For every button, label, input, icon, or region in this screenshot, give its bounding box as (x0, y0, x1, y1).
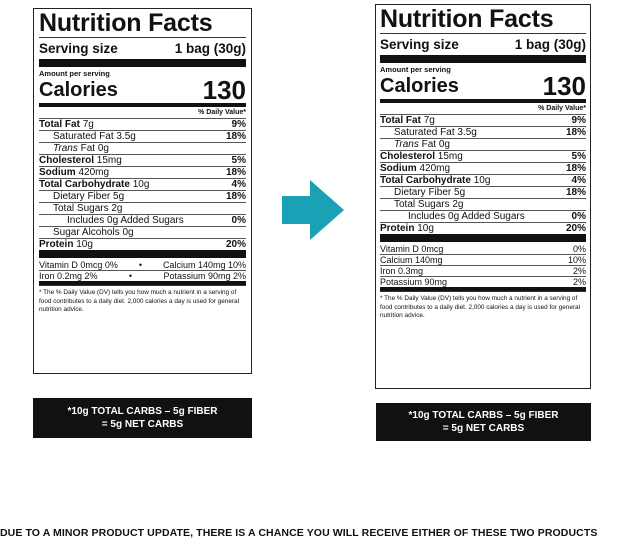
calories-row: Calories 130 (380, 71, 586, 101)
row-total-carbohydrate: Total Carbohydrate 10g 4% (39, 178, 246, 190)
net-carbs-box-right: *10g TOTAL CARBS – 5g FIBER = 5g NET CAR… (376, 403, 591, 441)
vitamin-row: Potassium 90mg 2% (380, 276, 586, 287)
row-cholesterol: Cholesterol 15mg 5% (39, 154, 246, 166)
right-arrow-icon (282, 180, 344, 240)
net-carbs-line-2: = 5g NET CARBS (101, 419, 184, 430)
row-trans-fat: Trans Fat 0g (380, 138, 586, 150)
row-total-fat: Total Fat 7g 9% (39, 118, 246, 130)
vitamin-row: Vitamin D 0mcg 0% (380, 244, 586, 254)
net-carbs-box-left: *10g TOTAL CARBS – 5g FIBER = 5g NET CAR… (33, 398, 252, 438)
thick-divider (39, 59, 246, 67)
row-saturated-fat: Saturated Fat 3.5g 18% (380, 126, 586, 138)
calories-value: 130 (202, 75, 246, 105)
medium-divider (39, 103, 246, 107)
row-sugar-alcohols: Sugar Alcohols 0g (39, 226, 246, 238)
row-dietary-fiber: Dietary Fiber 5g 18% (39, 190, 246, 202)
row-cholesterol: Cholesterol 15mg 5% (380, 150, 586, 162)
serving-size-value: 1 bag (30g) (514, 37, 586, 52)
net-carbs-line-2: = 5g NET CARBS (442, 423, 525, 434)
serving-size-label: Serving size (380, 37, 459, 52)
daily-value-footnote: * The % Daily Value (DV) tells you how m… (39, 285, 246, 315)
calories-label: Calories (39, 79, 118, 101)
product-update-notice: DUE TO A MINOR PRODUCT UPDATE, THERE IS … (0, 527, 598, 539)
row-total-fat: Total Fat 7g 9% (380, 114, 586, 126)
row-total-carbohydrate: Total Carbohydrate 10g 4% (380, 174, 586, 186)
row-trans-fat: Trans Fat 0g (39, 142, 246, 154)
vitamin-row-1: Vitamin D 0mcg 0% • Calcium 140mg 10% (39, 260, 246, 270)
row-sodium: Sodium 420mg 18% (380, 162, 586, 174)
medium-divider (380, 287, 586, 291)
row-dietary-fiber: Dietary Fiber 5g 18% (380, 186, 586, 198)
daily-value-header: % Daily Value* (198, 109, 246, 116)
serving-size-row: Serving size 1 bag (30g) (39, 37, 246, 59)
calories-label: Calories (380, 75, 459, 97)
daily-value-header: % Daily Value* (538, 105, 586, 112)
calories-row: Calories 130 (39, 75, 246, 105)
vitamin-row: Calcium 140mg 10% (380, 254, 586, 265)
serving-size-value: 1 bag (30g) (174, 41, 246, 56)
row-protein: Protein 10g 20% (39, 238, 246, 250)
arrow-shape (282, 180, 344, 240)
row-total-sugars: Total Sugars 2g (380, 198, 586, 210)
vitamin-row-2: Iron 0.2mg 2% • Potassium 90mg 2% (39, 270, 246, 281)
medium-divider (39, 281, 246, 285)
nutrition-label-old: Nutrition Facts Serving size 1 bag (30g)… (33, 8, 252, 374)
daily-value-footnote: * The % Daily Value (DV) tells you how m… (380, 291, 586, 321)
amount-per-serving: Amount per serving (380, 65, 451, 74)
serving-size-label: Serving size (39, 41, 118, 56)
amount-per-serving: Amount per serving (39, 69, 110, 78)
calories-value: 130 (542, 71, 586, 101)
thick-divider (380, 234, 586, 242)
row-sodium: Sodium 420mg 18% (39, 166, 246, 178)
serving-size-row: Serving size 1 bag (30g) (380, 33, 586, 55)
net-carbs-line-1: *10g TOTAL CARBS – 5g FIBER (67, 406, 218, 417)
nutrition-label-new: Nutrition Facts Serving size 1 bag (30g)… (375, 4, 591, 389)
row-added-sugars: Includes 0g Added Sugars 0% (39, 214, 246, 226)
thick-divider (39, 250, 246, 258)
thick-divider (380, 55, 586, 63)
medium-divider (380, 99, 586, 103)
vitamin-row: Iron 0.3mg 2% (380, 265, 586, 276)
row-protein: Protein 10g 20% (380, 222, 586, 234)
row-total-sugars: Total Sugars 2g (39, 202, 246, 214)
row-added-sugars: Includes 0g Added Sugars 0% (380, 210, 586, 222)
row-saturated-fat: Saturated Fat 3.5g 18% (39, 130, 246, 142)
net-carbs-line-1: *10g TOTAL CARBS – 5g FIBER (408, 410, 559, 421)
label-title: Nutrition Facts (380, 5, 554, 33)
label-title: Nutrition Facts (39, 9, 213, 37)
